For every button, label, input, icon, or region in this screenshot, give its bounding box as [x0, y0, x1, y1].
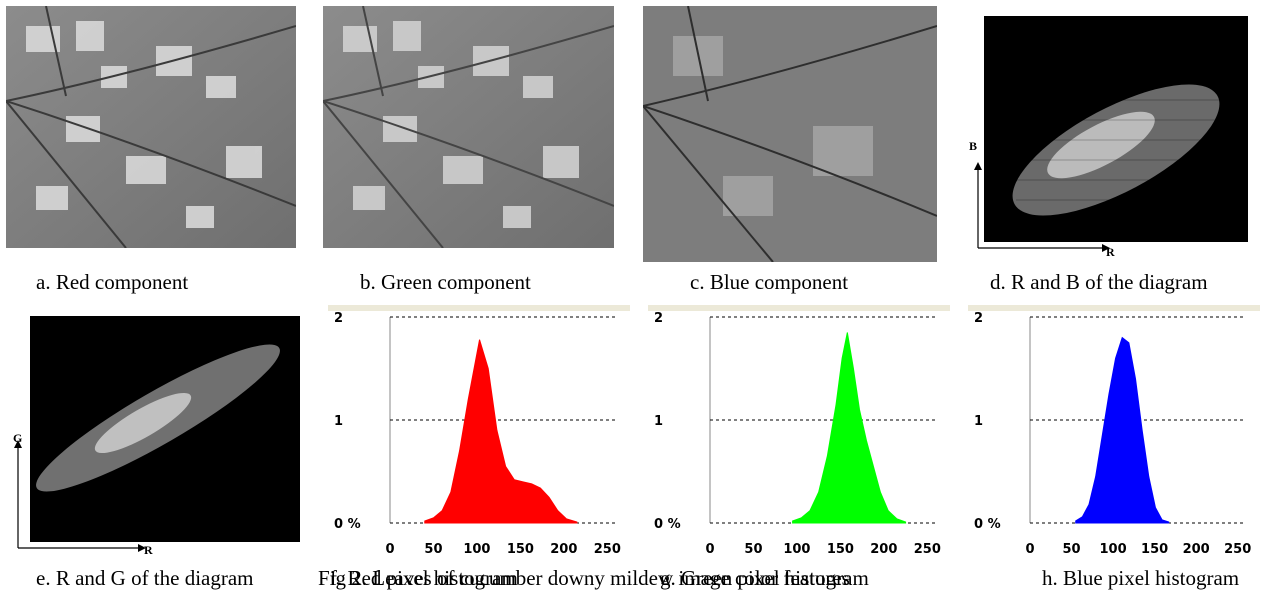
caption-h: h. Blue pixel histogram: [1042, 566, 1240, 590]
blue-component-image: [643, 6, 937, 262]
x-tick-label: 0: [1025, 542, 1034, 557]
x-tick-label: 0: [705, 542, 714, 557]
rg-axis-g-label: G: [13, 431, 22, 445]
rg-axis-r-label: R: [144, 543, 153, 557]
x-tick-label: 0: [385, 542, 394, 557]
rb-axis-b-label: B: [969, 139, 977, 153]
x-tick-label: 100: [1100, 542, 1127, 557]
y-tick-label: 2: [974, 311, 983, 326]
histogram-area: [1075, 336, 1170, 524]
caption-e: e. R and G of the diagram: [36, 566, 254, 590]
y-tick-label: 0 %: [334, 517, 361, 532]
red-component-image: [6, 6, 296, 248]
y-tick-label: 2: [334, 311, 343, 326]
x-tick-label: 200: [550, 542, 577, 557]
caption-g: g. Green pixel histogram: [660, 566, 869, 590]
histogram-top-bar: [648, 305, 950, 311]
x-tick-label: 250: [1224, 542, 1251, 557]
y-tick-label: 1: [654, 414, 663, 429]
x-tick-label: 50: [744, 542, 762, 557]
x-tick-label: 150: [827, 542, 854, 557]
x-tick-label: 100: [783, 542, 810, 557]
y-tick-label: 2: [654, 311, 663, 326]
caption-f: f. Red pixel histogram: [330, 566, 518, 590]
green-histogram: 0 % 1 2 0 50 100 150 200 250: [648, 305, 950, 557]
x-tick-label: 200: [870, 542, 897, 557]
x-tick-label: 50: [1062, 542, 1080, 557]
rb-axis-r-label: R: [1106, 245, 1115, 259]
caption-a: a. Red component: [36, 270, 189, 294]
y-tick-label: 0 %: [974, 517, 1001, 532]
x-tick-label: 150: [1141, 542, 1168, 557]
blue-histogram: 0 % 1 2 0 50 100 150 200 250: [968, 305, 1260, 557]
x-tick-label: 250: [594, 542, 621, 557]
caption-c: c. Blue component: [690, 270, 849, 294]
rb-scatter-diagram: B R: [969, 16, 1248, 259]
y-tick-label: 0 %: [654, 517, 681, 532]
histogram-area: [424, 339, 578, 524]
rg-scatter-diagram: G R: [13, 316, 300, 557]
histogram-top-bar: [968, 305, 1260, 311]
x-tick-label: 150: [507, 542, 534, 557]
histogram-top-bar: [328, 305, 630, 311]
red-histogram: 0 % 1 2 0 50 100 150 200 250: [328, 305, 630, 557]
x-tick-label: 250: [914, 542, 941, 557]
green-component-image: [323, 6, 614, 248]
y-tick-label: 1: [334, 414, 343, 429]
figure-title: Fig 2. Leaves of cucumber downy mildew i…: [318, 566, 850, 590]
caption-b: b. Green component: [360, 270, 531, 294]
caption-d: d. R and B of the diagram: [990, 270, 1208, 294]
x-tick-label: 50: [424, 542, 442, 557]
histogram-area: [792, 332, 907, 524]
y-tick-label: 1: [974, 414, 983, 429]
x-tick-label: 100: [463, 542, 490, 557]
x-tick-label: 200: [1183, 542, 1210, 557]
